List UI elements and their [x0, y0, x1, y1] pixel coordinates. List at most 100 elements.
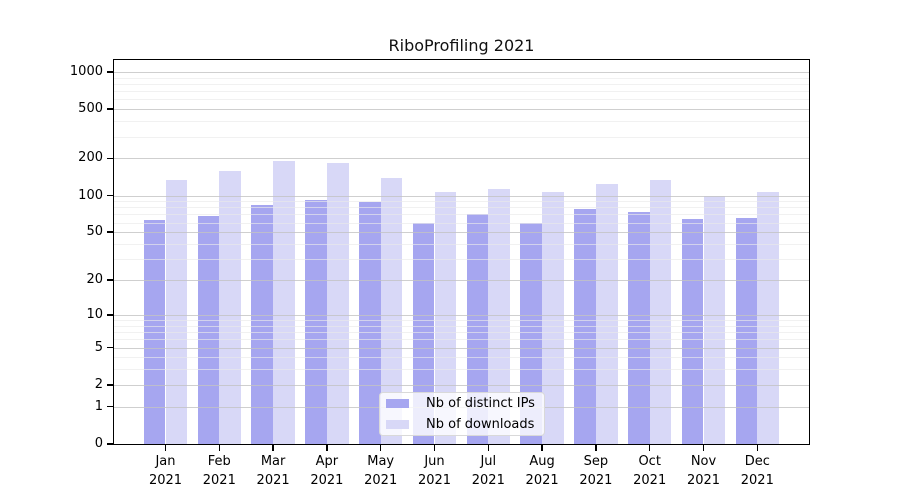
- x-tick-label: Oct 2021: [633, 454, 667, 488]
- x-tick-label: Apr 2021: [310, 454, 344, 488]
- x-axis-tick: [379, 444, 382, 451]
- legend-item: Nb of distinct IPs: [386, 395, 538, 412]
- x-axis-tick: [756, 444, 759, 451]
- x-axis-tick: [541, 444, 543, 451]
- plot-area: [113, 60, 810, 444]
- gridline-minor: [113, 259, 810, 261]
- x-tick-label: Mar 2021: [256, 454, 290, 488]
- y-tick-label: 10: [86, 306, 103, 322]
- bar-distinct-ips: [681, 219, 704, 444]
- gridline-minor: [113, 207, 810, 209]
- x-axis-tick: [487, 444, 490, 451]
- gridline-major: [113, 72, 810, 73]
- bar-downloads: [595, 184, 618, 444]
- gridline-minor: [113, 339, 810, 341]
- x-tick-label: Feb 2021: [202, 454, 236, 488]
- gridline-minor: [113, 325, 810, 327]
- x-tick-label: May 2021: [364, 454, 398, 488]
- x-axis-tick: [595, 444, 597, 451]
- legend: Nb of distinct IPs Nb of downloads: [379, 392, 545, 436]
- y-tick-label: 1000: [69, 64, 103, 79]
- gridline-minor: [113, 222, 810, 224]
- gridline-major: [113, 314, 810, 316]
- y-tick-label: 5: [94, 339, 103, 355]
- y-axis-tick: [107, 231, 114, 234]
- gridline-minor: [113, 99, 810, 101]
- y-tick-label: 200: [78, 150, 103, 166]
- x-tick-label: Jan 2021: [148, 454, 183, 488]
- x-tick-label: Jul 2021: [471, 454, 505, 488]
- x-axis-tick: [648, 444, 651, 451]
- bar-downloads: [273, 160, 295, 444]
- x-axis-tick: [702, 444, 705, 451]
- gridline-major: [113, 232, 810, 234]
- bar-downloads: [757, 192, 779, 444]
- y-axis-tick: [107, 314, 114, 316]
- x-tick-label: Dec 2021: [740, 454, 774, 488]
- y-axis-tick: [107, 194, 114, 197]
- gridline-minor: [113, 244, 810, 246]
- bar-downloads: [326, 163, 349, 444]
- y-tick-label: 1: [94, 398, 103, 414]
- y-axis-tick: [107, 384, 114, 386]
- gridline-major: [113, 158, 810, 160]
- bar-distinct-ips: [735, 218, 758, 444]
- bar-distinct-ips: [520, 222, 543, 444]
- gridline-minor: [113, 121, 810, 123]
- y-axis-tick: [107, 405, 114, 408]
- x-tick-label: Aug 2021: [525, 454, 559, 488]
- gridline-minor: [113, 77, 810, 79]
- x-axis-tick: [272, 444, 274, 451]
- x-tick-label: Jun 2021: [417, 454, 452, 488]
- y-tick-label: 0: [94, 436, 103, 451]
- gridline-minor: [113, 91, 810, 93]
- bar-distinct-ips: [466, 214, 489, 444]
- legend-swatch-downloads: [386, 419, 409, 430]
- bar-distinct-ips: [143, 220, 166, 444]
- legend-swatch-distinct-ips: [386, 398, 409, 409]
- x-axis-tick: [218, 444, 221, 451]
- x-axis-tick: [164, 444, 167, 451]
- gridline-major: [113, 347, 810, 349]
- gridline-major: [113, 109, 810, 111]
- y-axis-tick: [107, 157, 114, 160]
- bar-distinct-ips: [305, 199, 327, 444]
- legend-label: Nb of downloads: [426, 417, 535, 432]
- gridline-minor: [113, 201, 810, 203]
- y-tick-label: 100: [78, 187, 103, 203]
- x-axis-tick: [433, 444, 436, 451]
- bar-downloads: [649, 179, 672, 444]
- chart-title: RiboProfiling 2021: [388, 36, 535, 55]
- y-tick-label: 2: [94, 376, 103, 392]
- bar-distinct-ips: [251, 204, 274, 444]
- y-axis-tick: [107, 443, 114, 445]
- y-axis-tick: [107, 279, 114, 281]
- bar-downloads: [542, 192, 564, 444]
- bar-distinct-ips: [197, 216, 220, 444]
- bar-downloads: [219, 171, 241, 444]
- bar-downloads: [434, 191, 457, 444]
- y-tick-label: 20: [86, 272, 103, 288]
- bar-downloads: [488, 188, 510, 444]
- legend-item: Nb of downloads: [386, 416, 538, 433]
- y-tick-label: 500: [78, 101, 103, 117]
- bar-distinct-ips: [412, 222, 435, 444]
- x-axis-tick: [326, 444, 328, 451]
- y-axis-tick: [107, 71, 114, 73]
- gridline-minor: [113, 320, 810, 322]
- legend-label: Nb of distinct IPs: [426, 396, 535, 411]
- gridline-major: [113, 384, 810, 386]
- gridline-minor: [113, 84, 810, 85]
- x-tick-label: Sep 2021: [579, 454, 613, 488]
- gridline-major: [113, 280, 810, 282]
- x-tick-label: Nov 2021: [686, 454, 721, 488]
- y-tick-label: 50: [86, 224, 103, 240]
- bar-distinct-ips: [359, 201, 381, 444]
- y-axis-tick: [107, 108, 114, 111]
- bar-distinct-ips: [628, 211, 650, 444]
- gridline-minor: [113, 357, 810, 359]
- gridline-minor: [113, 332, 810, 334]
- gridline-minor: [113, 136, 810, 138]
- gridline-major: [113, 195, 810, 197]
